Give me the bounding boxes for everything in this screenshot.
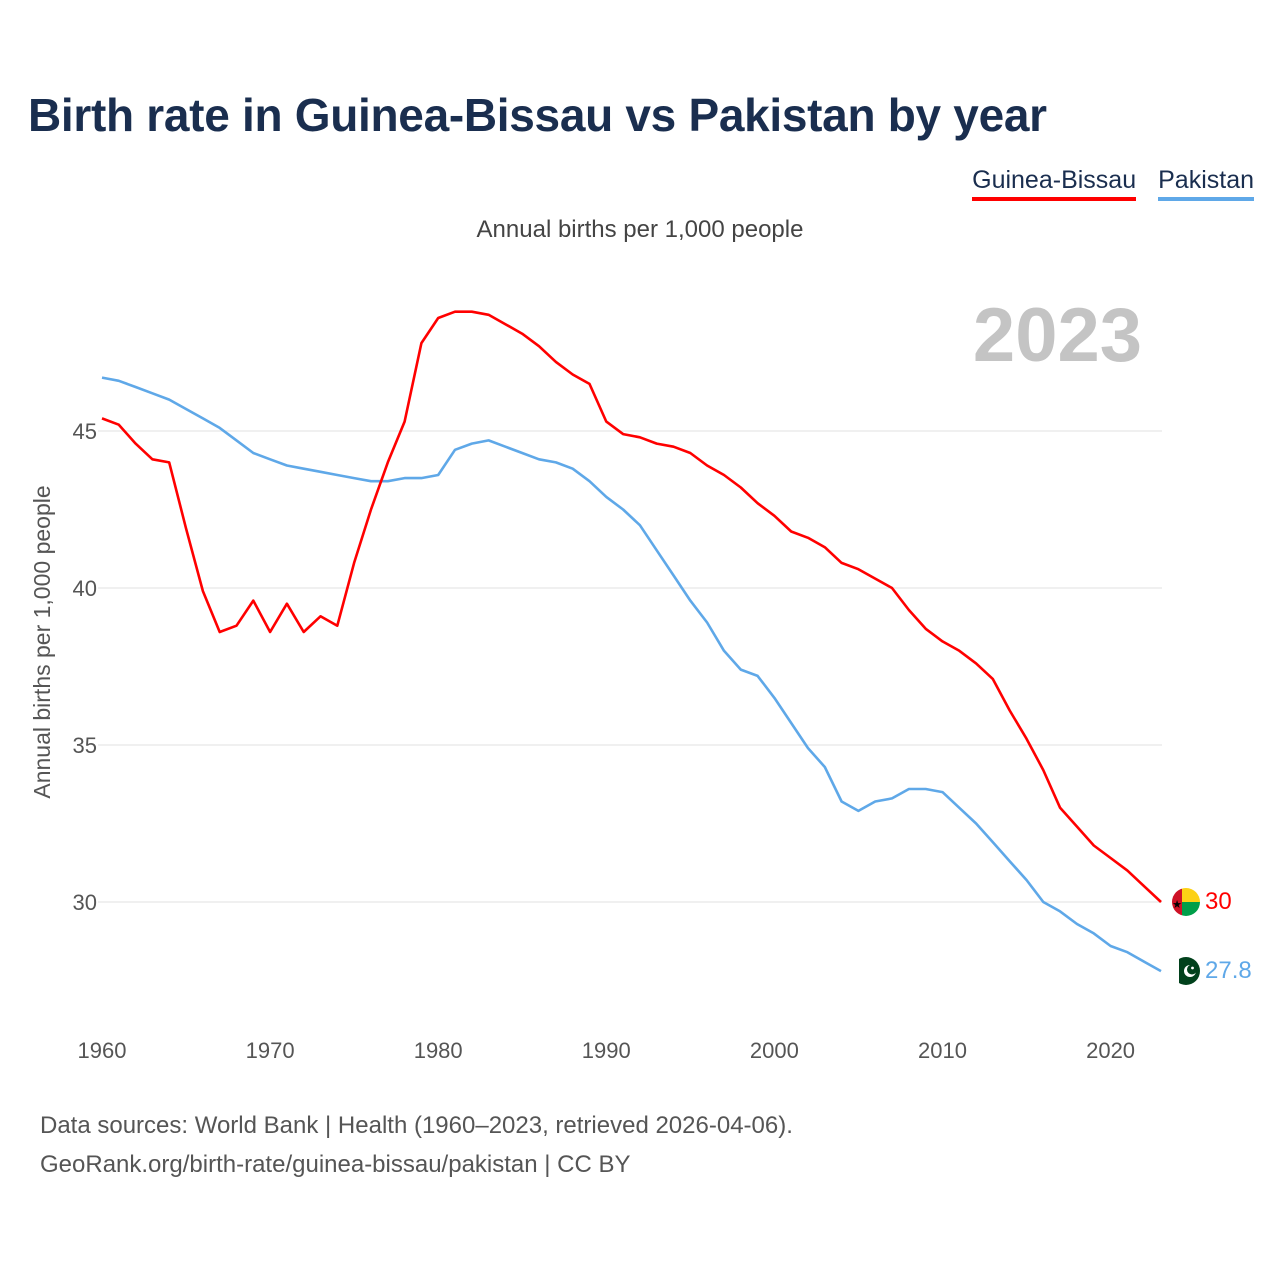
x-tick-label: 1960	[78, 1038, 127, 1063]
y-axis-ticks: 30 35 40 45	[73, 419, 97, 915]
y-tick-label: 30	[73, 890, 97, 915]
guinea-bissau-flag-icon: ★	[1172, 888, 1200, 916]
chart-subtitle: Annual births per 1,000 people	[476, 216, 804, 243]
series-line-guinea-bissau	[101, 310, 1162, 903]
end-label-guinea-bissau: 30	[1205, 888, 1232, 915]
svg-text:★: ★	[1172, 899, 1182, 911]
legend-item-pakistan[interactable]: Pakistan	[1158, 166, 1254, 201]
legend-item-guinea-bissau[interactable]: Guinea-Bissau	[972, 166, 1137, 201]
y-tick-label: 35	[73, 733, 97, 758]
pakistan-flag-icon	[1172, 957, 1200, 985]
current-year-label: 2023	[972, 293, 1142, 378]
series-lines	[101, 310, 1162, 973]
footer: Data sources: World Bank | Health (1960–…	[40, 1106, 793, 1184]
y-axis-label: Annual births per 1,000 people	[29, 485, 55, 798]
x-tick-label: 1990	[582, 1038, 631, 1063]
footer-attribution[interactable]: GeoRank.org/birth-rate/guinea-bissau/pak…	[40, 1151, 631, 1178]
x-tick-label: 2000	[750, 1038, 799, 1063]
legend: Guinea-Bissau Pakistan	[972, 166, 1254, 201]
y-tick-label: 40	[73, 576, 97, 601]
x-tick-label: 2020	[1086, 1038, 1135, 1063]
end-label-pakistan: 27.8	[1205, 957, 1252, 984]
grid-lines	[98, 430, 1162, 903]
x-tick-label: 1970	[246, 1038, 295, 1063]
chart-title: Birth rate in Guinea-Bissau vs Pakistan …	[28, 89, 1047, 141]
x-axis-ticks: 1960 1970 1980 1990 2000 2010 2020	[78, 1038, 1136, 1063]
x-tick-label: 1980	[414, 1038, 463, 1063]
x-tick-label: 2010	[918, 1038, 967, 1063]
series-line-pakistan	[101, 376, 1162, 973]
footer-sources: Data sources: World Bank | Health (1960–…	[40, 1112, 793, 1139]
y-tick-label: 45	[73, 419, 97, 444]
